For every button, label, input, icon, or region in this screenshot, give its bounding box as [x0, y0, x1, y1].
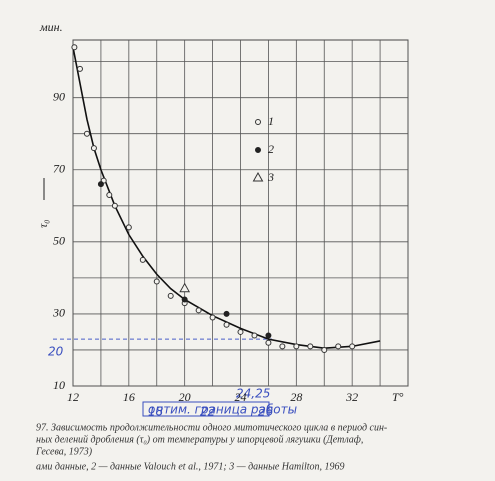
point	[223, 321, 230, 328]
y-tick-label: 70	[53, 162, 65, 176]
caption-line: 97. Зависимость продолжительности одного…	[36, 422, 387, 433]
caption-line: ных делений дробления (τ₀) от температур…	[36, 434, 363, 445]
legend-label: 1	[268, 114, 274, 128]
point	[106, 191, 113, 198]
annotation: 24,25	[236, 387, 270, 401]
legend-marker	[255, 119, 261, 125]
annotation: 20	[48, 345, 64, 359]
x-tick-label: 12	[67, 390, 79, 404]
point	[83, 130, 90, 137]
point	[279, 343, 286, 350]
caption-line: ами данные, 2 — данные Valouch et al., 1…	[36, 461, 345, 472]
point	[90, 145, 97, 152]
y-tick-label: 10	[53, 378, 65, 392]
annotation: оптим. граница работы	[148, 403, 297, 417]
fit-curve	[72, 47, 381, 349]
point	[76, 65, 83, 72]
legend-marker	[255, 147, 261, 153]
point	[293, 343, 300, 350]
point	[335, 343, 342, 350]
point	[223, 310, 230, 317]
annotation: 18	[148, 405, 164, 419]
point	[179, 282, 191, 293]
x-tick-label: 20	[179, 390, 191, 404]
y-unit: мин.	[39, 20, 63, 34]
x-axis-label: T°	[392, 390, 404, 404]
caption-line: Гесева, 1973)	[35, 446, 93, 457]
point	[251, 332, 258, 339]
annotation: 26	[258, 405, 274, 419]
point	[111, 202, 118, 209]
y-tick-label: 50	[53, 234, 65, 248]
annotation: 22	[200, 405, 215, 419]
y-tick-label: 90	[53, 89, 65, 103]
point	[237, 328, 244, 335]
point	[307, 343, 314, 350]
legend-marker	[252, 171, 264, 182]
point	[265, 339, 272, 346]
y-axis-label: τ₀	[36, 220, 50, 228]
x-tick-label: 24	[235, 390, 247, 404]
point	[265, 332, 272, 339]
x-tick-label: 16	[123, 390, 135, 404]
point	[153, 278, 160, 285]
point	[139, 256, 146, 263]
point	[195, 307, 202, 314]
point	[209, 314, 216, 321]
point	[181, 296, 188, 303]
x-tick-label: 28	[290, 390, 302, 404]
point	[321, 346, 328, 353]
point	[125, 224, 132, 231]
annotation-box	[142, 401, 270, 417]
legend-label: 3	[267, 170, 274, 184]
point	[97, 181, 104, 188]
x-tick-label: 32	[345, 390, 358, 404]
point	[167, 292, 174, 299]
point	[349, 343, 356, 350]
y-tick-label: 30	[52, 306, 65, 320]
legend-label: 2	[268, 142, 274, 156]
point	[71, 44, 78, 51]
